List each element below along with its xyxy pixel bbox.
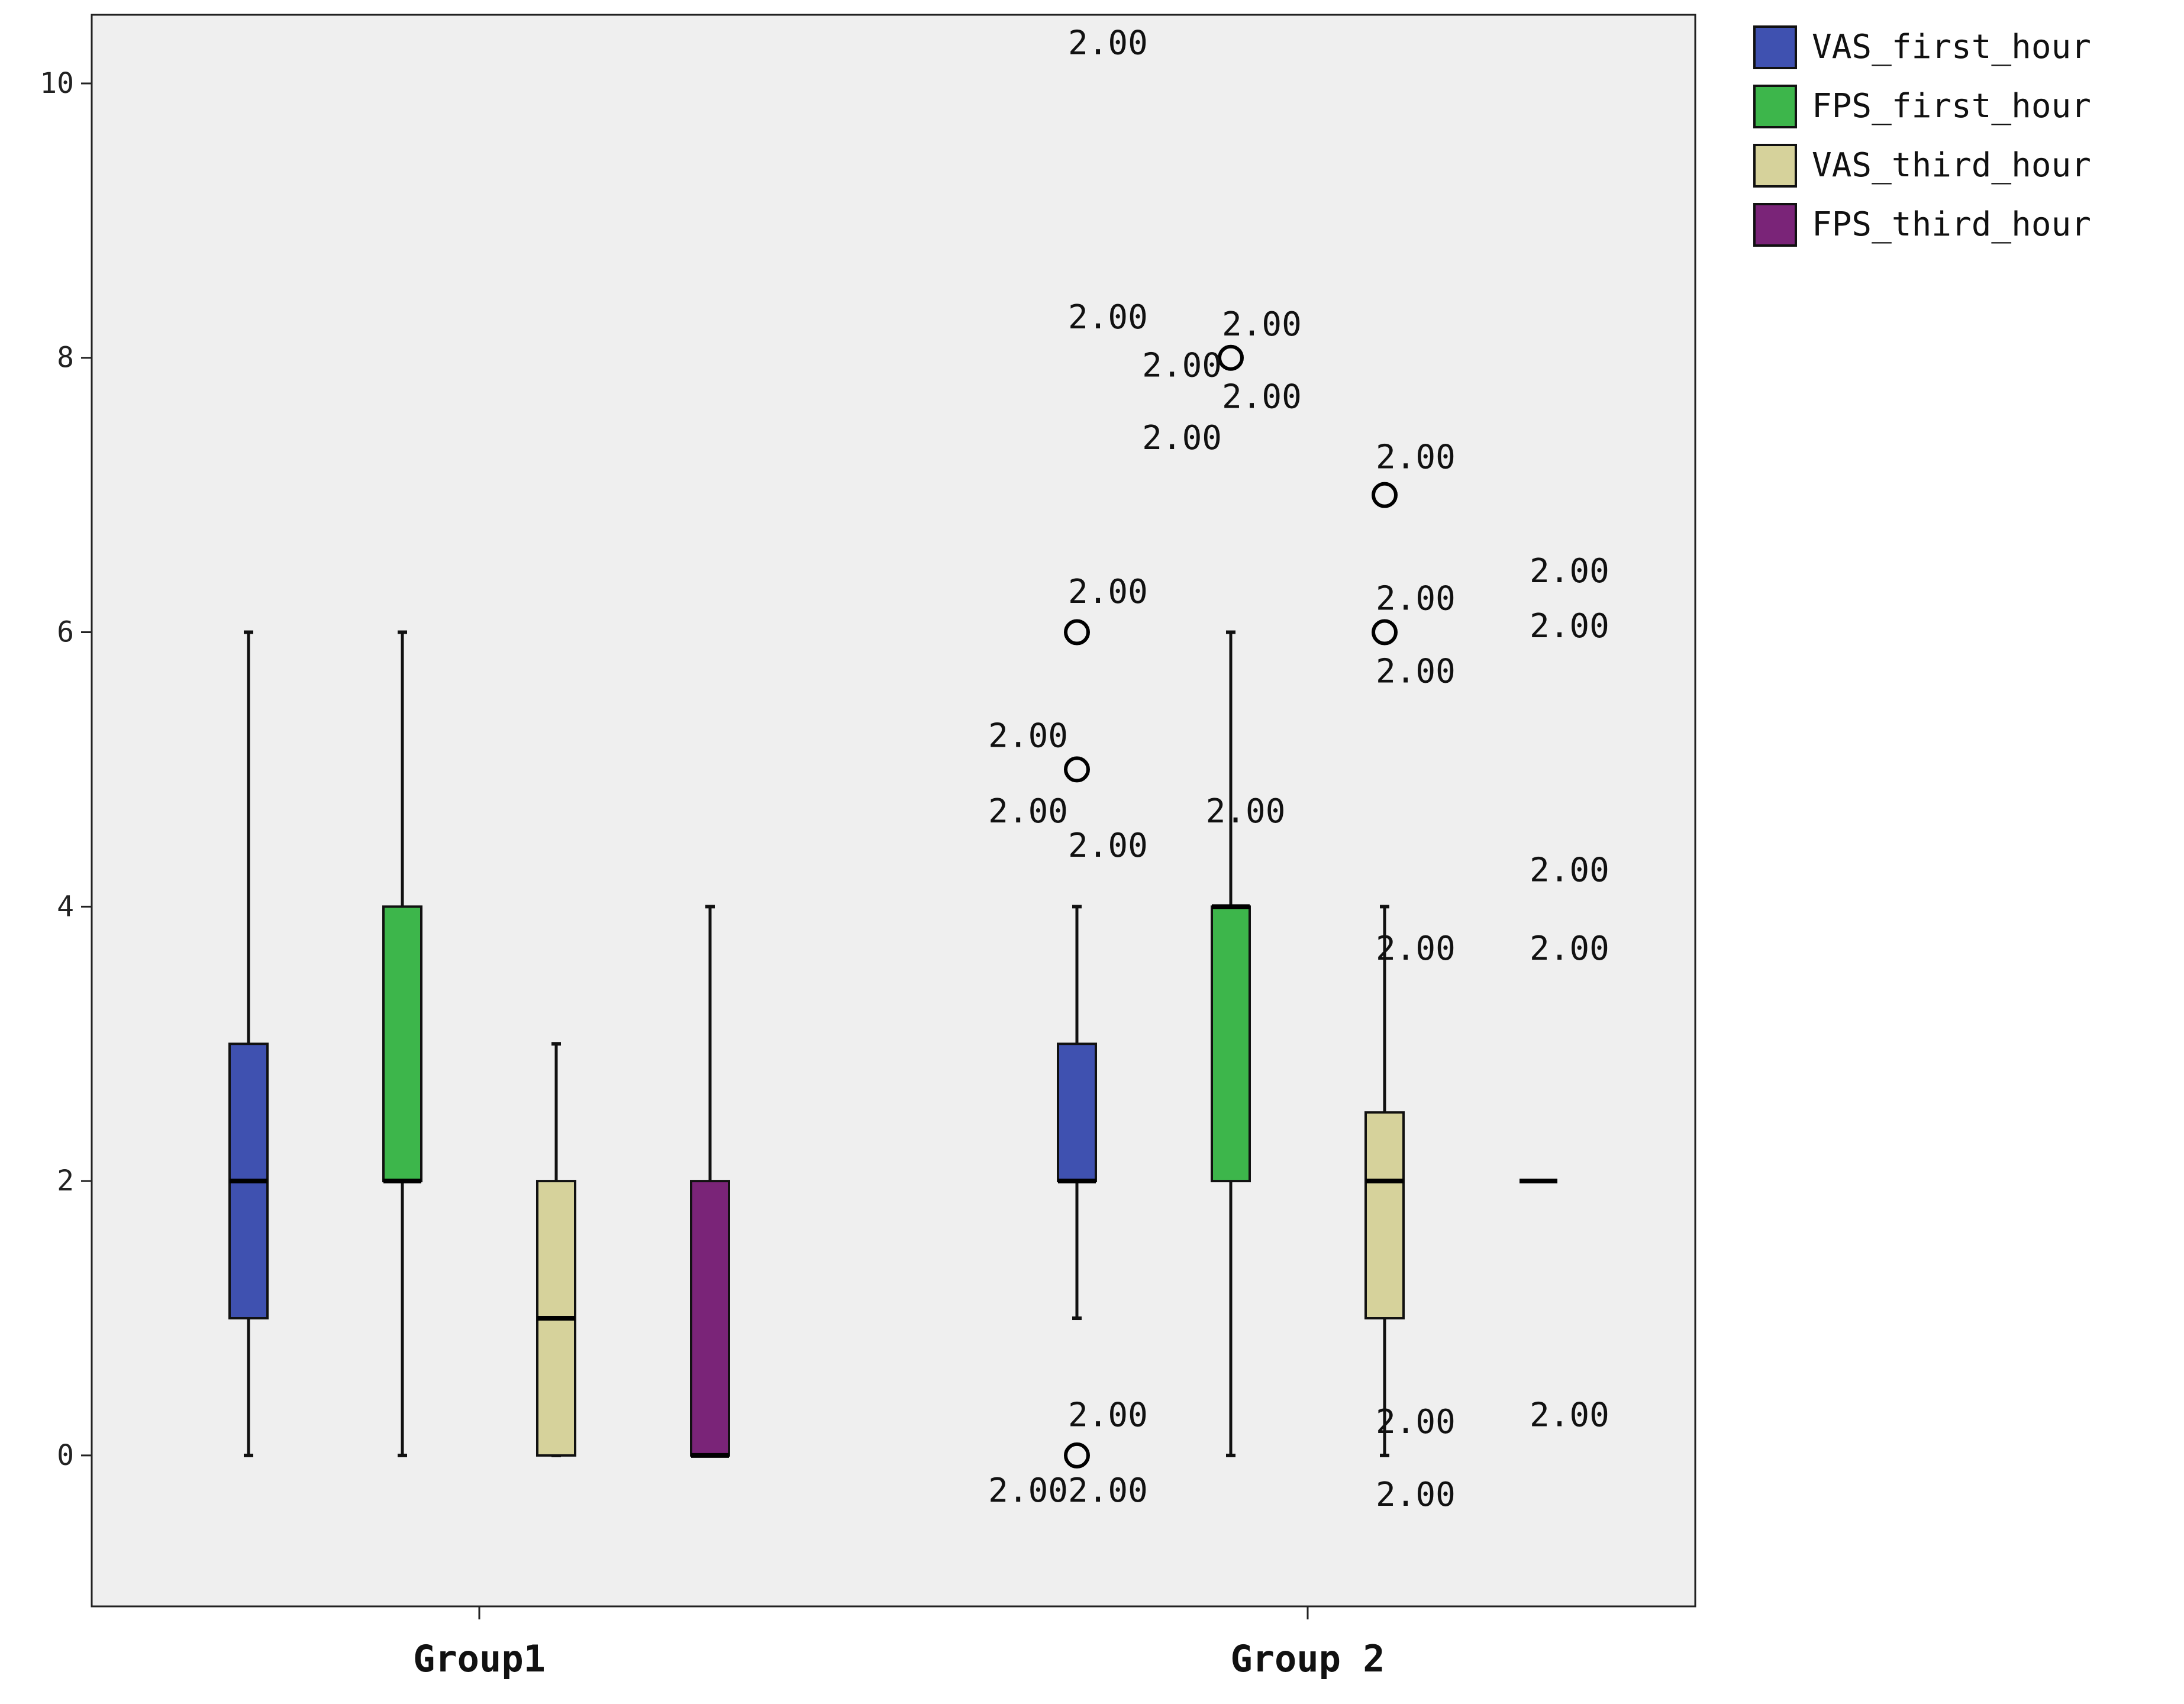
outlier-labels: 2.002.002.002.002.002.002.002.00 2.002.00…	[988, 24, 1609, 1513]
box-body	[1057, 1043, 1097, 1183]
legend-label: FPS_third_hour	[1812, 205, 2091, 244]
outlier-label: 2.00	[1142, 419, 1222, 457]
box-VAS_third_hour-Group1	[536, 1042, 576, 1457]
y-axis: 0 2 4 6 8 10	[40, 67, 92, 1472]
box-FPS_first_hour-Group2	[1211, 630, 1251, 1457]
legend-swatch	[1753, 85, 1797, 128]
box-VAS_first_hour-Group2	[1057, 905, 1097, 1321]
x-category-label: Group 2	[1230, 1637, 1385, 1680]
outlier-label: 2.00	[988, 717, 1068, 755]
box-body	[1211, 905, 1251, 1183]
outlier-point	[1064, 619, 1090, 646]
outlier-label: 2.00	[1530, 851, 1609, 890]
outlier-label: 2.00	[1068, 24, 1148, 62]
outlier-point	[1372, 619, 1398, 646]
outlier-label: 2.00	[988, 792, 1068, 831]
outlier-label: 2.00	[1530, 930, 1609, 968]
outlier-label: 2.00	[1222, 378, 1302, 417]
box-VAS_first_hour-Group1	[228, 630, 269, 1457]
outlier-label: 2.00	[1376, 438, 1456, 477]
outlier-label: 2.00	[1530, 552, 1609, 590]
box-body	[382, 905, 422, 1183]
legend-swatch	[1753, 25, 1797, 69]
legend-item-FPS_first_hour: FPS_first_hour	[1753, 85, 2091, 128]
outlier-label: 2.00	[1376, 1476, 1456, 1514]
outlier-label: 2.00	[1068, 573, 1148, 611]
box-body	[690, 1180, 730, 1457]
legend-item-VAS_third_hour: VAS_third_hour	[1753, 144, 2091, 188]
outlier-point	[1372, 482, 1398, 508]
outlier-label: 2.00	[1222, 305, 1302, 344]
box-VAS_third_hour-Group2	[1364, 905, 1405, 1457]
legend-label: FPS_first_hour	[1812, 87, 2091, 125]
outlier-points	[1064, 344, 1398, 1469]
outlier-label: 2.00	[1142, 346, 1222, 385]
outlier-label: 2.00	[1376, 580, 1456, 618]
y-tick-label: 4	[57, 890, 74, 923]
outlier-label: 2.00	[1376, 930, 1456, 968]
outlier-label: 2.00	[1376, 652, 1456, 690]
outlier-point	[1218, 344, 1244, 371]
plot-area	[91, 14, 1696, 1608]
x-category-label: Group1	[413, 1637, 546, 1680]
x-axis: Group1 Group 2	[413, 1606, 1385, 1680]
outlier-label: 2.00	[1530, 607, 1609, 646]
legend-label: VAS_third_hour	[1812, 146, 2091, 185]
legend-swatch	[1753, 203, 1797, 247]
outlier-label: 2.00	[1530, 1396, 1609, 1434]
legend-label: VAS_first_hour	[1812, 28, 2091, 66]
outlier-label: 2.00	[1376, 1403, 1456, 1441]
y-tick-label: 0	[57, 1439, 74, 1472]
y-tick-label: 2	[57, 1164, 74, 1198]
outlier-label: 2.00	[1068, 827, 1148, 865]
outlier-label: 2.00	[1068, 1471, 1148, 1510]
legend-item-VAS_first_hour: VAS_first_hour	[1753, 25, 2091, 69]
outlier-label: 2.00	[1068, 298, 1148, 337]
box-series	[228, 630, 1557, 1458]
box-FPS_first_hour-Group1	[382, 630, 422, 1457]
legend-item-FPS_third_hour: FPS_third_hour	[1753, 203, 2091, 247]
legend-swatch	[1753, 144, 1797, 188]
box-body	[1364, 1111, 1405, 1320]
outlier-label: 2.00	[1068, 1396, 1148, 1434]
outlier-point	[1064, 756, 1090, 783]
y-tick-label: 10	[40, 67, 74, 100]
outlier-label: 2.00	[988, 1471, 1068, 1510]
box-FPS_third_hour-Group1	[690, 905, 730, 1458]
outlier-label: 2.00	[1206, 792, 1286, 831]
y-tick-label: 6	[57, 616, 74, 649]
legend: VAS_first_hour FPS_first_hour VAS_third_ho…	[1753, 25, 2091, 247]
outlier-point	[1064, 1442, 1090, 1469]
y-tick-label: 8	[57, 341, 74, 375]
